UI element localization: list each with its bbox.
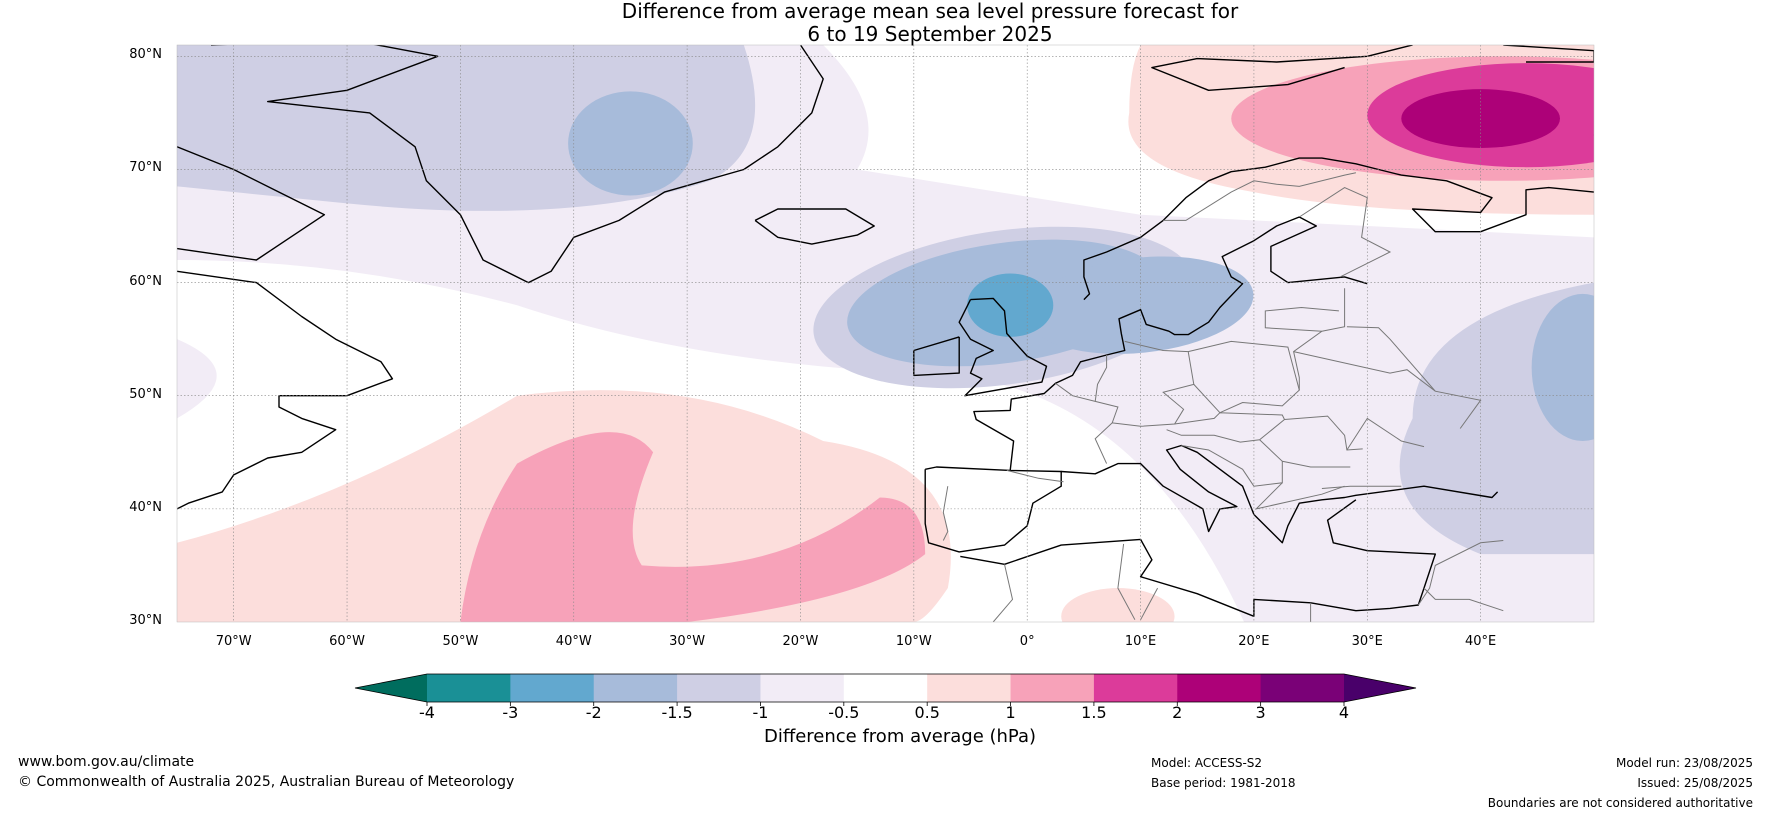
country-border xyxy=(1140,587,1159,620)
weak-negative-west xyxy=(177,339,217,419)
colorbar-tick-label: 2 xyxy=(1172,703,1183,722)
colorbar-tick-label: 1.5 xyxy=(1081,703,1107,722)
map-title-line-1: Difference from average mean sea level p… xyxy=(621,0,1239,23)
colorbar-segment xyxy=(927,674,1012,702)
north-america-coast xyxy=(177,270,394,510)
country-border xyxy=(1284,415,1363,451)
country-border xyxy=(1293,288,1346,391)
colorbar-tick-label: -3 xyxy=(502,703,519,722)
latitude-label: 80°N xyxy=(129,47,162,63)
colorbar-tick-label: -2 xyxy=(585,703,602,722)
longitude-label: 0° xyxy=(1019,634,1035,649)
greenland-anomaly-2 xyxy=(568,91,693,196)
greenland-coast xyxy=(211,45,824,284)
latitude-label: 50°N xyxy=(129,386,162,402)
colorbar-tick-label: 1 xyxy=(1005,703,1016,722)
svalbard-coast xyxy=(1151,45,1413,91)
colorbar-segment xyxy=(760,674,845,702)
country-border xyxy=(1112,340,1195,427)
sahara-anomaly-0-5 xyxy=(1061,588,1175,622)
country-border xyxy=(1188,340,1300,414)
colorbar-segment xyxy=(427,674,511,702)
country-border xyxy=(1094,355,1108,402)
colorbar-tick-label: 0.5 xyxy=(914,703,940,722)
latitude-label: 30°N xyxy=(129,613,162,628)
country-border xyxy=(992,564,1014,622)
subtropical-anomaly-1 xyxy=(460,432,926,622)
colorbar-segment xyxy=(1093,674,1178,702)
country-border xyxy=(1166,412,1286,443)
colorbar-tick-label: -1 xyxy=(752,703,769,722)
country-border xyxy=(1423,587,1504,612)
copyright-text: © Commonwealth of Australia 2025, Austra… xyxy=(18,774,515,790)
longitude-label: 20°E xyxy=(1238,634,1270,649)
country-border xyxy=(1006,469,1064,483)
colorbar-over-arrow xyxy=(1344,674,1416,702)
boundaries-disclaimer: Boundaries are not considered authoritat… xyxy=(1487,796,1753,810)
colorbar-segment xyxy=(1010,674,1095,702)
longitude-label: 10°W xyxy=(895,634,932,649)
anomaly-field xyxy=(177,45,1594,622)
franz-josef-coast xyxy=(1503,45,1594,63)
latitude-label: 40°N xyxy=(129,499,162,515)
country-border xyxy=(1346,417,1425,451)
colorbar-title: Difference from average (hPa) xyxy=(763,726,1037,747)
map-frame xyxy=(176,44,1595,623)
iberia-coast xyxy=(924,466,1062,553)
latitude-label: 70°N xyxy=(129,160,162,176)
country-border xyxy=(942,486,949,541)
colorbar-tick-label: 3 xyxy=(1255,703,1266,722)
country-border xyxy=(1264,306,1339,332)
country-border xyxy=(1282,460,1351,468)
longitude-label: 20°W xyxy=(782,634,819,649)
north-europe-coast xyxy=(973,216,1368,471)
country-border xyxy=(1417,540,1504,606)
colorbar-tick-label: -0.5 xyxy=(828,703,860,722)
country-border xyxy=(1117,543,1136,620)
model-name: Model: ACCESS-S2 xyxy=(1151,756,1263,770)
model-run-date: Model run: 23/08/2025 xyxy=(1615,756,1753,770)
colorbar-segment xyxy=(843,674,928,702)
colorbar-segment xyxy=(677,674,761,702)
colorbar-segment xyxy=(510,674,595,702)
longitude-label: 10°E xyxy=(1124,634,1157,649)
colorbar-segment xyxy=(1177,674,1262,702)
map-title-line-2: 6 to 19 September 2025 xyxy=(807,22,1053,46)
issued-date: Issued: 25/08/2025 xyxy=(1637,776,1753,790)
colorbar-under-arrow xyxy=(355,674,427,702)
colorbar-tick-label: 4 xyxy=(1338,703,1350,722)
scandinavia-arctic-coast xyxy=(1083,157,1594,301)
north-sea-anomaly-3 xyxy=(967,273,1054,337)
iceland-coast xyxy=(754,208,875,245)
base-period: Base period: 1981-2018 xyxy=(1151,776,1296,790)
country-border xyxy=(1321,485,1402,489)
eastern-anomaly-2 xyxy=(1531,293,1594,441)
colorbar-tick-label: -4 xyxy=(419,703,435,722)
country-border xyxy=(1055,382,1119,464)
longitude-label: 40°E xyxy=(1464,634,1497,649)
colorbar-segment xyxy=(1260,674,1345,702)
longitude-label: 50°W xyxy=(442,634,479,649)
longitude-label: 60°W xyxy=(329,634,365,649)
country-border xyxy=(1346,326,1436,392)
country-border xyxy=(1299,187,1392,278)
longitude-label: 40°W xyxy=(555,634,592,649)
colorbar-tick-label: -1.5 xyxy=(661,703,693,722)
latitude-label: 60°N xyxy=(129,273,162,289)
graticule xyxy=(177,45,1594,622)
country-border xyxy=(1293,351,1482,429)
country-border xyxy=(1163,172,1356,221)
longitude-label: 70°W xyxy=(215,634,252,649)
coastlines xyxy=(177,45,1594,617)
website-link[interactable]: www.bom.gov.au/climate xyxy=(18,754,195,770)
longitude-label: 30°E xyxy=(1351,634,1383,649)
colorbar-segment xyxy=(593,674,678,702)
longitude-label: 30°W xyxy=(669,634,706,649)
